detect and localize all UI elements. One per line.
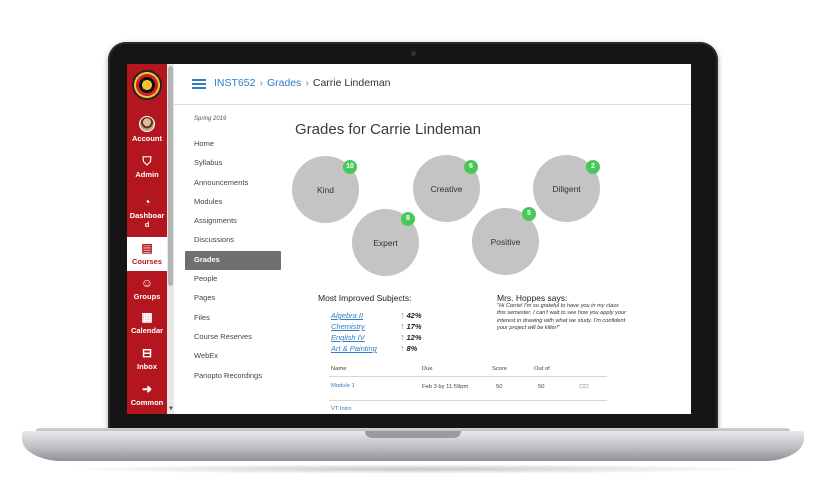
subject-link[interactable]: Art & Painting: [331, 344, 377, 353]
page-header: INST652 › Grades › Carrie Lindeman: [174, 64, 691, 105]
trait-count-badge: 10: [343, 160, 357, 174]
nav-groups[interactable]: ☺ Groups: [127, 276, 167, 301]
subject-change-value: 12%: [406, 333, 422, 342]
subject-change: ↑ 17%: [400, 321, 422, 331]
score: 50: [496, 384, 503, 390]
course-nav-people[interactable]: People: [194, 274, 218, 284]
nav-dashboard[interactable]: ◔ Dashboard: [127, 195, 167, 229]
nav-groups-label: Groups: [133, 292, 161, 301]
trait-label: Positive: [490, 236, 521, 247]
nav-calendar-label: Calendar: [130, 326, 164, 335]
course-nav-course-reserves[interactable]: Course Reserves: [194, 331, 252, 341]
nav-inbox[interactable]: ⊟ Inbox: [127, 346, 167, 371]
nav-admin-label: Admin: [135, 170, 159, 179]
course-nav-files[interactable]: Files: [194, 312, 210, 322]
laptop-notch: [365, 431, 461, 438]
nav-commons[interactable]: ➜ Common: [127, 382, 167, 407]
calendar-icon: ▦: [141, 310, 153, 324]
camera-icon: [411, 51, 416, 56]
course-nav-panopto[interactable]: Panopto Recordings: [194, 370, 262, 380]
teacher-note-heading: Mrs. Hoppes says:: [497, 293, 568, 303]
up-arrow-icon: ↑: [400, 343, 405, 353]
inbox-icon: ⊟: [141, 346, 153, 360]
trait-label: Kind: [316, 184, 334, 195]
page-title: Grades for Carrie Lindeman: [295, 121, 481, 138]
breadcrumb-current: Carrie Lindeman: [312, 77, 391, 89]
subject-change: ↑ 12%: [400, 332, 422, 342]
column-header-name[interactable]: Name: [331, 366, 347, 372]
breadcrumb-course[interactable]: INST652: [214, 77, 256, 89]
scroll-down-icon[interactable]: ▼: [168, 406, 174, 412]
hamburger-menu-icon[interactable]: [192, 79, 206, 89]
out-of: 50: [538, 384, 545, 390]
column-header-out-of[interactable]: Out of: [534, 366, 550, 372]
breadcrumb-grades[interactable]: Grades: [266, 77, 302, 89]
breadcrumb-separator-icon: ›: [259, 77, 263, 89]
nav-scrollbar[interactable]: ▼: [167, 64, 174, 414]
course-nav-syllabus[interactable]: Syllabus: [194, 158, 223, 168]
nav-inbox-label: Inbox: [137, 362, 157, 371]
share-icon: ➜: [141, 382, 153, 396]
column-header-score[interactable]: Score: [492, 366, 508, 372]
speedometer-icon: ◔: [143, 195, 151, 209]
trait-count-badge: 2: [586, 160, 600, 174]
book-icon: ▤: [141, 241, 153, 255]
course-nav-assignments[interactable]: Assignments: [194, 216, 237, 226]
people-icon: ☺: [140, 276, 154, 290]
assignment-link[interactable]: Module 1: [331, 383, 355, 389]
shield-icon: ⛉: [142, 154, 152, 168]
trait-count-badge: 6: [464, 160, 478, 174]
trait-label: Expert: [373, 237, 398, 248]
trait-label: Diligent: [552, 183, 581, 194]
course-nav-home[interactable]: Home: [194, 139, 215, 148]
column-header-due[interactable]: Due: [422, 366, 433, 372]
term-label: Spring 2019: [194, 116, 227, 122]
trait-count-badge: 8: [401, 212, 415, 226]
up-arrow-icon: ↑: [400, 332, 405, 342]
nav-admin[interactable]: ⛉ Admin: [127, 154, 167, 179]
due-date: Feb 3 by 11:59pm: [422, 384, 469, 390]
screen: Account ⛉ Admin ◔ Dashboard ▤ Courses ☺ …: [127, 64, 691, 414]
global-nav: Account ⛉ Admin ◔ Dashboard ▤ Courses ☺ …: [127, 64, 167, 414]
trait-count-badge: 5: [522, 207, 536, 221]
trait-label: Creative: [430, 183, 463, 194]
breadcrumb: INST652 › Grades › Carrie Lindeman: [214, 77, 391, 89]
subject-link[interactable]: Chemistry: [331, 322, 365, 331]
course-nav-modules[interactable]: Modules: [194, 196, 223, 206]
laptop-shadow: [60, 464, 766, 474]
course-nav-grades[interactable]: Grades: [185, 250, 281, 271]
nav-account-label: Account: [132, 134, 162, 143]
table-divider: [329, 376, 607, 377]
nav-courses[interactable]: ▤ Courses: [127, 237, 167, 271]
most-improved-heading: Most Improved Subjects:: [318, 293, 412, 303]
breadcrumb-separator-icon: ›: [305, 77, 309, 89]
assignment-link[interactable]: VT Intro: [331, 406, 352, 412]
scrollbar-thumb[interactable]: [168, 66, 173, 286]
subject-change: ↑ 8%: [400, 343, 417, 353]
subject-change-value: 17%: [406, 322, 422, 331]
subject-link[interactable]: Algebra II: [331, 311, 364, 320]
up-arrow-icon: ↑: [400, 310, 405, 320]
teacher-note-text: "Hi Carrie! I'm so grateful to have you …: [497, 303, 626, 332]
nav-dashboard-label: Dashboard: [129, 211, 165, 229]
comment-icon[interactable]: ⊡⊡: [579, 384, 589, 390]
course-nav: Spring 2019 Home Syllabus Announcements …: [185, 116, 281, 386]
up-arrow-icon: ↑: [400, 321, 405, 331]
subject-change-value: 42%: [406, 311, 422, 320]
nav-courses-label: Courses: [131, 257, 162, 266]
course-nav-discussions[interactable]: Discussions: [194, 235, 235, 245]
user-avatar-icon: [139, 116, 155, 132]
course-nav-pages[interactable]: Pages: [194, 293, 216, 303]
subject-change-value: 8%: [406, 344, 418, 353]
university-logo-icon[interactable]: [132, 70, 162, 100]
nav-calendar[interactable]: ▦ Calendar: [127, 310, 167, 335]
course-nav-announcements[interactable]: Announcements: [194, 177, 249, 187]
table-divider: [329, 400, 607, 401]
subject-change: ↑ 42%: [400, 310, 422, 320]
nav-commons-label: Common: [130, 398, 164, 407]
subject-link[interactable]: English IV: [331, 333, 365, 342]
nav-account[interactable]: Account: [127, 116, 167, 143]
course-nav-webex[interactable]: WebEx: [194, 351, 219, 361]
